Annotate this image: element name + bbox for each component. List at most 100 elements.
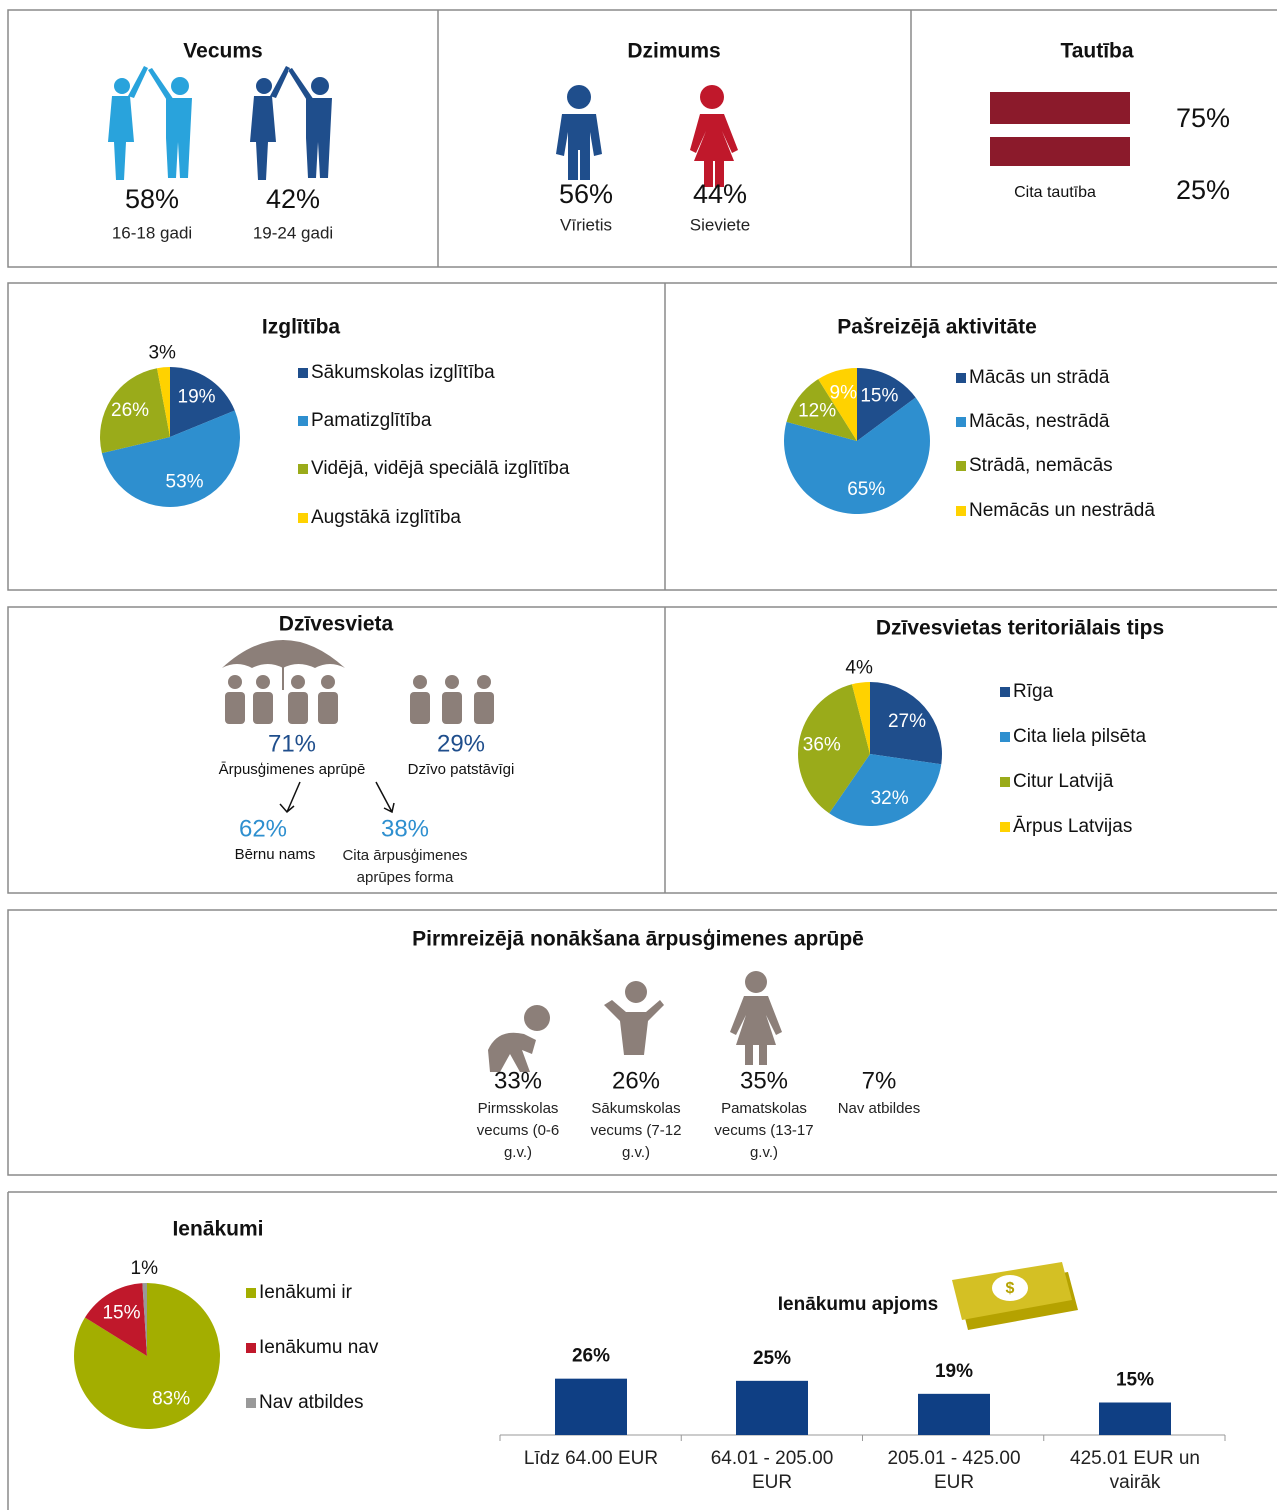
svg-text:$: $ — [1006, 1280, 1015, 1297]
legend-label: Pamatizglītība — [311, 410, 432, 431]
stat-label: Nav atbildes — [837, 1100, 921, 1117]
pie-slice — [157, 367, 170, 437]
legend-label: Nemācās un nestrādā — [969, 500, 1155, 521]
legend-label: Mācās, nestrādā — [969, 411, 1110, 432]
bar — [736, 1380, 808, 1435]
legend-swatch — [298, 368, 308, 378]
stat-value: 7% — [862, 1067, 897, 1094]
pie-slice — [101, 410, 240, 507]
legend-swatch — [246, 1288, 256, 1298]
pie-slice — [100, 368, 170, 454]
legend-swatch — [956, 417, 966, 427]
data-label: 15% — [1116, 1370, 1154, 1391]
data-label: 9% — [830, 382, 858, 403]
legend-label: Nav atbildes — [259, 1392, 364, 1413]
data-label: 65% — [847, 479, 885, 500]
pie-slice — [798, 684, 870, 814]
stat-label: Pirmsskolas vecums (0-6 g.v.) — [476, 1100, 560, 1161]
stat-label: 19-24 gadi — [253, 223, 333, 242]
stat-value: 62% — [239, 815, 287, 842]
male-icon — [556, 85, 602, 180]
stat-label: Vīrietis — [560, 215, 612, 234]
legend-label: Ienākumi ir — [259, 1282, 353, 1303]
legend-swatch — [298, 513, 308, 523]
legend-swatch — [956, 373, 966, 383]
stat-value: 56% — [559, 179, 613, 209]
legend-label: Cita liela pilsēta — [1013, 726, 1146, 747]
stat-value: 38% — [381, 815, 429, 842]
pie-slice — [786, 379, 857, 441]
panel-title: Dzīvesvieta — [279, 613, 394, 636]
legend-swatch — [1000, 687, 1010, 697]
x-tick-label: 64.01 - 205.00 EUR — [710, 1448, 834, 1493]
panel-borders — [7, 9, 1277, 1510]
stat-value: 75% — [1176, 103, 1230, 133]
money-icon: $ — [952, 1262, 1078, 1330]
pie-slice — [829, 754, 942, 826]
pie-slice — [818, 368, 857, 441]
stat-label: Cita tautība — [1014, 184, 1096, 201]
data-label: 3% — [148, 342, 176, 363]
chart-title: Ienākumu apjoms — [778, 1294, 939, 1315]
stat-label: Cita ārpusģimenes aprūpes forma — [342, 847, 468, 886]
legend-label: Sākumskolas izglītība — [311, 362, 495, 383]
data-label: 4% — [845, 658, 873, 679]
legend-label: Ienākumu nav — [259, 1337, 379, 1358]
stat-value: 29% — [437, 730, 485, 757]
data-label: 1% — [131, 1258, 159, 1279]
x-tick-label: Līdz 64.00 EUR — [523, 1448, 659, 1469]
panel-title: Pirmreizējā nonākšana ārpusģimenes aprūp… — [412, 928, 864, 951]
data-label: 53% — [166, 471, 204, 492]
stat-value: 44% — [693, 179, 747, 209]
data-label: 12% — [798, 400, 836, 421]
pie-slice — [857, 368, 916, 441]
stat-value: 33% — [494, 1067, 542, 1094]
x-tick-label: 425.01 EUR un vairāk — [1070, 1448, 1200, 1493]
legend-label: Vidējā, vidējā speciālā izglītība — [311, 458, 570, 479]
people-icon — [410, 675, 494, 724]
legend-label: Rīga — [1013, 681, 1054, 702]
legend-label: Augstākā izglītība — [311, 507, 461, 528]
pie-slice — [84, 1283, 147, 1356]
chart-title: Pašreizējā aktivitāte — [837, 316, 1037, 339]
legend-label: Strādā, nemācās — [969, 455, 1113, 476]
couple-icon — [250, 66, 332, 180]
data-label: 15% — [860, 386, 898, 407]
stat-label: Sākumskolas vecums (7-12 g.v.) — [590, 1100, 682, 1161]
latvian-flag — [990, 92, 1130, 166]
legend-swatch — [1000, 732, 1010, 742]
data-label: 26% — [111, 400, 149, 421]
bar — [918, 1393, 990, 1435]
pie-slice — [870, 682, 942, 765]
data-label: 32% — [871, 788, 909, 809]
pie-slice — [142, 1283, 147, 1356]
legend-label: Ārpus Latvijas — [1013, 816, 1132, 837]
legend-label: Citur Latvijā — [1013, 771, 1114, 792]
stat-value: 42% — [266, 184, 320, 214]
legend-swatch — [298, 464, 308, 474]
pie-slice — [784, 397, 930, 515]
chart-title: Ienākumi — [172, 1218, 263, 1241]
stat-label: Bērnu nams — [235, 846, 316, 863]
stat-value: 35% — [740, 1067, 788, 1094]
arrows — [279, 781, 395, 814]
legend-swatch — [956, 506, 966, 516]
child-icons — [488, 971, 782, 1072]
panel-title: Dzimums — [627, 40, 720, 63]
chart-title: Dzīvesvietas teritoriālais tips — [876, 617, 1164, 640]
stat-value: 71% — [268, 730, 316, 757]
couple-icon — [108, 66, 192, 180]
data-label: 36% — [803, 735, 841, 756]
stat-label: Sieviete — [690, 215, 750, 234]
data-label: 26% — [572, 1346, 610, 1367]
stat-value: 58% — [125, 184, 179, 214]
female-icon — [690, 85, 738, 187]
data-label: 27% — [888, 711, 926, 732]
pie-slice — [851, 682, 870, 754]
legend-swatch — [1000, 777, 1010, 787]
stat-value: 26% — [612, 1067, 660, 1094]
panel-title: Vecums — [183, 40, 262, 63]
stat-label: Ārpusģimenes aprūpē — [219, 761, 366, 778]
pie-slice — [170, 367, 235, 437]
